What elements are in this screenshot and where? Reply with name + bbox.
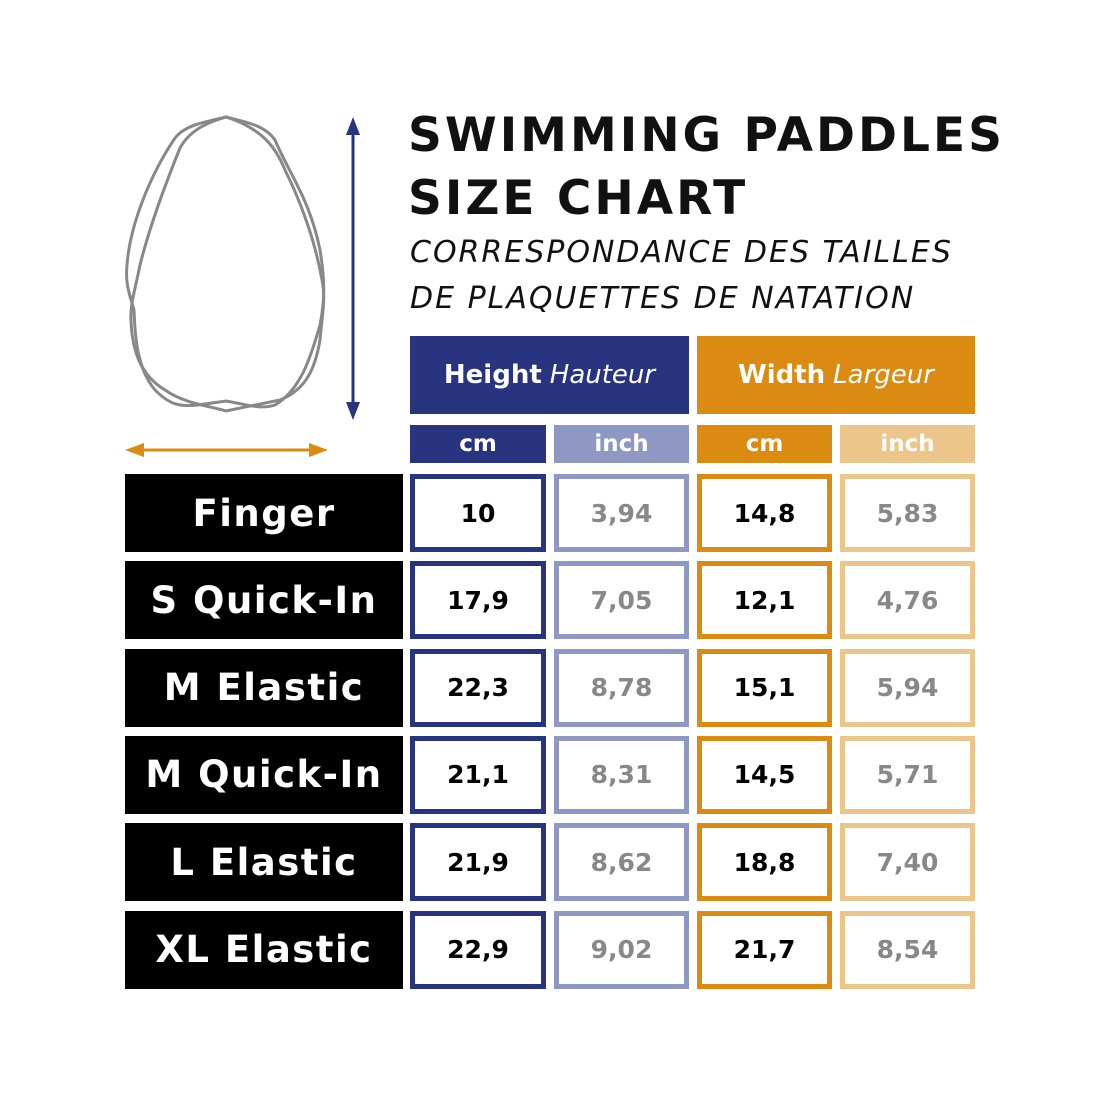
cell-height-cm: 21,1 [410, 735, 546, 814]
cell-width-cm: 21,7 [697, 910, 832, 989]
cell-height-inch: 7,05 [554, 561, 689, 640]
cell-width-cm: 14,5 [697, 735, 832, 814]
cell-height-cm: 22,3 [410, 648, 546, 727]
unit-width-inch: inch [840, 425, 975, 463]
cell-height-inch: 9,02 [554, 910, 689, 989]
subtitle-line-1: CORRESPONDANCE DES TAILLES [410, 235, 953, 270]
title-line-2: SIZE CHART [408, 171, 749, 226]
unit-height-inch: inch [554, 425, 689, 463]
cell-width-inch: 4,76 [840, 561, 975, 640]
paddle-illustration [125, 115, 360, 457]
row-label: L Elastic [125, 823, 403, 902]
cell-width-cm: 15,1 [697, 648, 832, 727]
row-label: XL Elastic [125, 910, 403, 989]
cell-width-inch: 5,94 [840, 648, 975, 727]
cell-width-inch: 8,54 [840, 910, 975, 989]
height-arrow-icon [346, 117, 360, 420]
row-label: Finger [125, 474, 403, 552]
width-header-en: Width [738, 360, 826, 390]
cell-height-inch: 3,94 [554, 474, 689, 552]
unit-height-cm: cm [410, 425, 546, 463]
cell-height-cm: 10 [410, 474, 546, 552]
cell-height-cm: 17,9 [410, 561, 546, 640]
title-line-1: SWIMMING PADDLES [408, 108, 1005, 163]
width-arrow-icon [125, 443, 328, 457]
cell-width-cm: 18,8 [697, 823, 832, 902]
paddle-outline-2 [129, 115, 326, 413]
unit-width-cm: cm [697, 425, 832, 463]
width-header: Width Largeur [697, 336, 975, 414]
row-label: M Quick-In [125, 735, 403, 814]
cell-height-cm: 21,9 [410, 823, 546, 902]
subtitle-line-2: DE PLAQUETTES DE NATATION [410, 281, 916, 316]
cell-height-inch: 8,31 [554, 735, 689, 814]
cell-height-inch: 8,62 [554, 823, 689, 902]
height-header: Height Hauteur [410, 336, 689, 414]
row-label: S Quick-In [125, 561, 403, 640]
width-header-fr: Largeur [833, 360, 934, 390]
height-header-fr: Hauteur [549, 360, 656, 390]
cell-width-inch: 5,83 [840, 474, 975, 552]
cell-width-cm: 14,8 [697, 474, 832, 552]
cell-width-inch: 5,71 [840, 735, 975, 814]
cell-width-cm: 12,1 [697, 561, 832, 640]
row-label: M Elastic [125, 648, 403, 727]
cell-height-cm: 22,9 [410, 910, 546, 989]
cell-width-inch: 7,40 [840, 823, 975, 902]
cell-height-inch: 8,78 [554, 648, 689, 727]
paddle-outline-1 [125, 115, 326, 409]
height-header-en: Height [443, 360, 542, 390]
